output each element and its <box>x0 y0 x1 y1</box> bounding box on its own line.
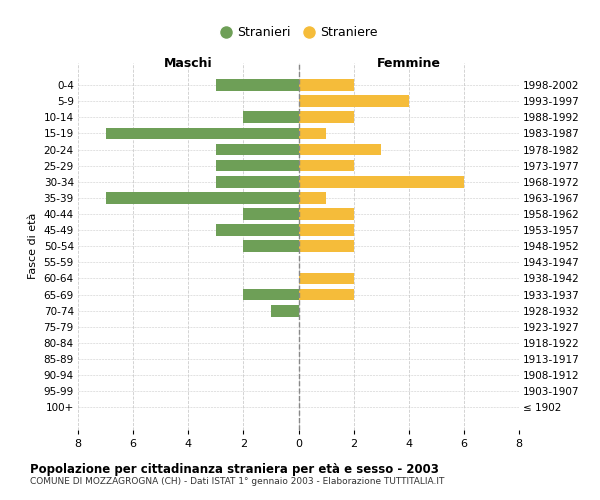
Bar <box>299 160 353 172</box>
Bar <box>299 208 353 220</box>
Bar <box>244 240 299 252</box>
Bar <box>244 112 299 123</box>
Bar <box>299 224 353 236</box>
Bar <box>299 192 326 203</box>
Bar <box>299 79 353 91</box>
Bar <box>271 305 299 316</box>
Text: Femmine: Femmine <box>377 58 441 70</box>
Bar <box>299 112 353 123</box>
Bar <box>299 128 326 139</box>
Bar <box>216 144 299 156</box>
Bar <box>106 192 299 203</box>
Bar <box>299 144 381 156</box>
Bar <box>216 224 299 236</box>
Y-axis label: Fasce di età: Fasce di età <box>28 213 38 280</box>
Y-axis label: Anni di nascita: Anni di nascita <box>596 205 600 288</box>
Bar <box>244 289 299 300</box>
Bar <box>299 272 353 284</box>
Bar <box>299 240 353 252</box>
Bar <box>106 128 299 139</box>
Legend: Stranieri, Straniere: Stranieri, Straniere <box>214 21 383 44</box>
Text: COMUNE DI MOZZAGROGNA (CH) - Dati ISTAT 1° gennaio 2003 - Elaborazione TUTTITALI: COMUNE DI MOZZAGROGNA (CH) - Dati ISTAT … <box>30 478 445 486</box>
Bar <box>216 79 299 91</box>
Text: Maschi: Maschi <box>164 58 212 70</box>
Bar <box>299 289 353 300</box>
Bar <box>216 160 299 172</box>
Bar <box>299 96 409 107</box>
Bar <box>244 208 299 220</box>
Text: Popolazione per cittadinanza straniera per età e sesso - 2003: Popolazione per cittadinanza straniera p… <box>30 462 439 475</box>
Bar <box>216 176 299 188</box>
Bar <box>299 176 464 188</box>
